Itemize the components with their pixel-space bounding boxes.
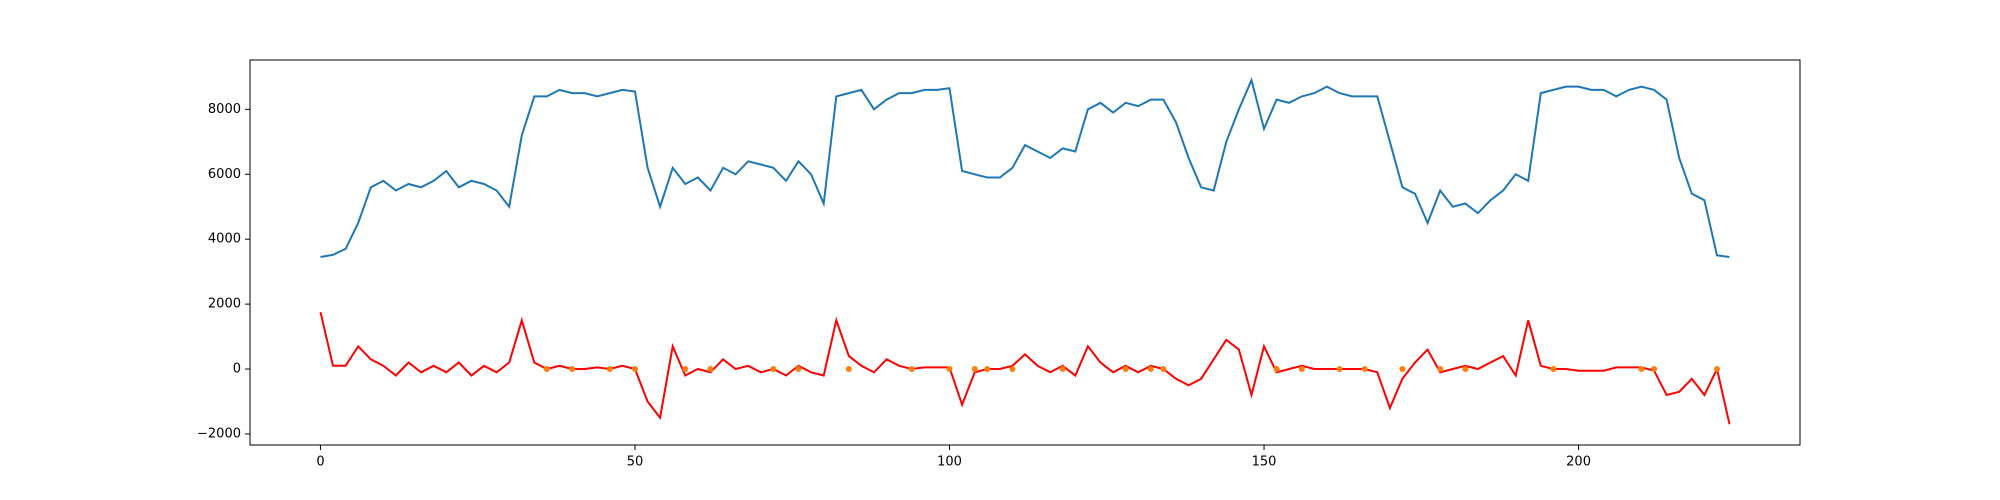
point: [1337, 366, 1343, 372]
point: [1060, 366, 1066, 372]
y-tick-label: −2000: [197, 426, 241, 441]
plot-frame: [250, 60, 1800, 445]
point: [909, 366, 915, 372]
point: [1638, 366, 1644, 372]
point: [770, 366, 776, 372]
point: [632, 366, 638, 372]
point: [1437, 366, 1443, 372]
point: [1651, 366, 1657, 372]
point: [1550, 366, 1556, 372]
x-tick-label: 200: [1566, 455, 1591, 470]
point: [846, 366, 852, 372]
point: [984, 366, 990, 372]
point: [707, 366, 713, 372]
y-tick-label: 0: [233, 362, 241, 377]
point: [1148, 366, 1154, 372]
point: [1274, 366, 1280, 372]
point: [607, 366, 613, 372]
point: [796, 366, 802, 372]
series-line: [321, 80, 1730, 257]
y-tick-label: 2000: [208, 297, 241, 312]
x-tick-label: 150: [1252, 455, 1277, 470]
y-tick-label: 6000: [208, 167, 241, 182]
point: [1009, 366, 1015, 372]
series-line: [321, 312, 1730, 424]
point: [1362, 366, 1368, 372]
point: [1714, 366, 1720, 372]
y-tick-label: 8000: [208, 102, 241, 117]
point: [569, 366, 575, 372]
x-tick-label: 0: [316, 455, 324, 470]
point: [1160, 366, 1166, 372]
point: [544, 366, 550, 372]
point: [1399, 366, 1405, 372]
y-tick-label: 4000: [208, 232, 241, 247]
x-tick-label: 50: [627, 455, 644, 470]
point: [682, 366, 688, 372]
point: [1299, 366, 1305, 372]
point: [1123, 366, 1129, 372]
point: [947, 366, 953, 372]
point: [972, 366, 978, 372]
point: [1462, 366, 1468, 372]
x-tick-label: 100: [937, 455, 962, 470]
